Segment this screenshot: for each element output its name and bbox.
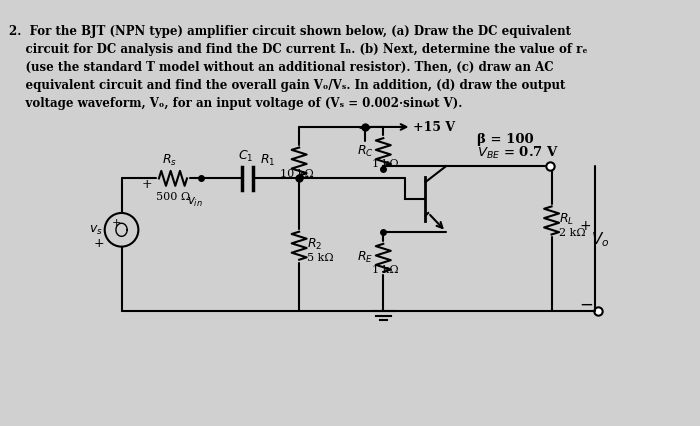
Text: +: + (142, 177, 153, 190)
Text: 2 kΩ: 2 kΩ (559, 227, 586, 237)
Text: $V_{BE}$ = 0.7 V: $V_{BE}$ = 0.7 V (477, 145, 559, 161)
Text: $V_o$: $V_o$ (591, 230, 609, 248)
Text: 1 kΩ: 1 kΩ (372, 265, 399, 274)
Text: $R_1$: $R_1$ (260, 153, 275, 168)
Text: $v_{in}$: $v_{in}$ (187, 196, 203, 209)
Text: +15 V: +15 V (413, 121, 455, 134)
Text: 10 kΩ: 10 kΩ (281, 168, 314, 178)
Text: +: + (94, 237, 104, 250)
Text: −: − (580, 295, 594, 313)
Text: $R_E$: $R_E$ (357, 249, 373, 264)
Text: +: + (112, 218, 122, 228)
Text: β = 100: β = 100 (477, 132, 533, 145)
Text: $R_s$: $R_s$ (162, 153, 177, 168)
Text: 1 kΩ: 1 kΩ (372, 159, 399, 169)
Text: $C_1$: $C_1$ (239, 149, 254, 164)
Text: $R_C$: $R_C$ (357, 144, 374, 158)
Text: $v_s$: $v_s$ (89, 224, 103, 237)
Text: 500 Ω: 500 Ω (156, 192, 190, 202)
Text: $R_L$: $R_L$ (559, 212, 574, 227)
Text: +: + (580, 218, 592, 232)
Text: $R_2$: $R_2$ (307, 237, 322, 252)
Text: 2.  For the BJT (NPN type) amplifier circuit shown below, (a) Draw the DC equiva: 2. For the BJT (NPN type) amplifier circ… (9, 25, 588, 110)
Text: 5 kΩ: 5 kΩ (307, 252, 333, 262)
